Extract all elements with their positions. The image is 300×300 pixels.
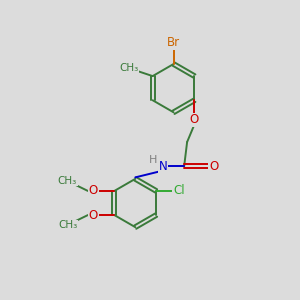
Text: N: N (159, 160, 167, 173)
Text: CH₃: CH₃ (119, 63, 138, 73)
Text: H: H (149, 155, 158, 165)
Text: CH₃: CH₃ (58, 220, 77, 230)
Text: O: O (209, 160, 218, 173)
Text: O: O (88, 184, 98, 197)
Text: O: O (190, 113, 199, 127)
Text: O: O (88, 208, 98, 222)
Text: Br: Br (167, 36, 180, 49)
Text: Cl: Cl (173, 184, 185, 197)
Text: CH₃: CH₃ (58, 176, 77, 186)
